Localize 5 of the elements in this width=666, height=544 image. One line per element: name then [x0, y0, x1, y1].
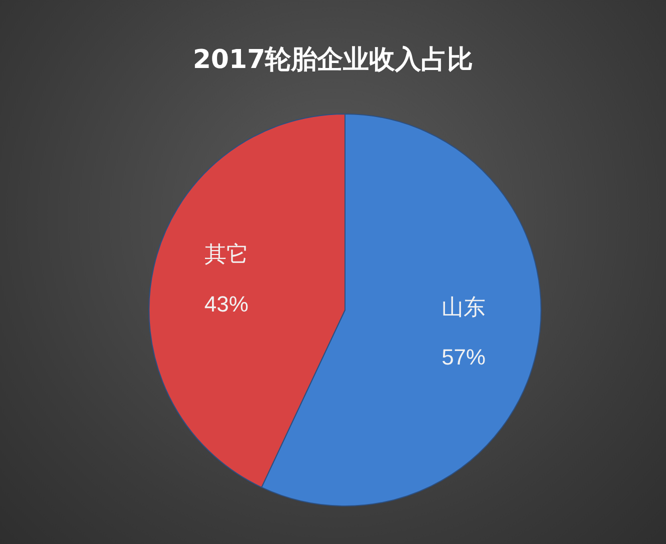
data-label: 57%	[442, 344, 486, 370]
slice-label: 其它	[204, 242, 248, 268]
chart-title: 2017轮胎企业收入占比	[192, 44, 474, 77]
data-label: 43%	[204, 291, 248, 316]
slice-label: 山东	[442, 296, 486, 321]
